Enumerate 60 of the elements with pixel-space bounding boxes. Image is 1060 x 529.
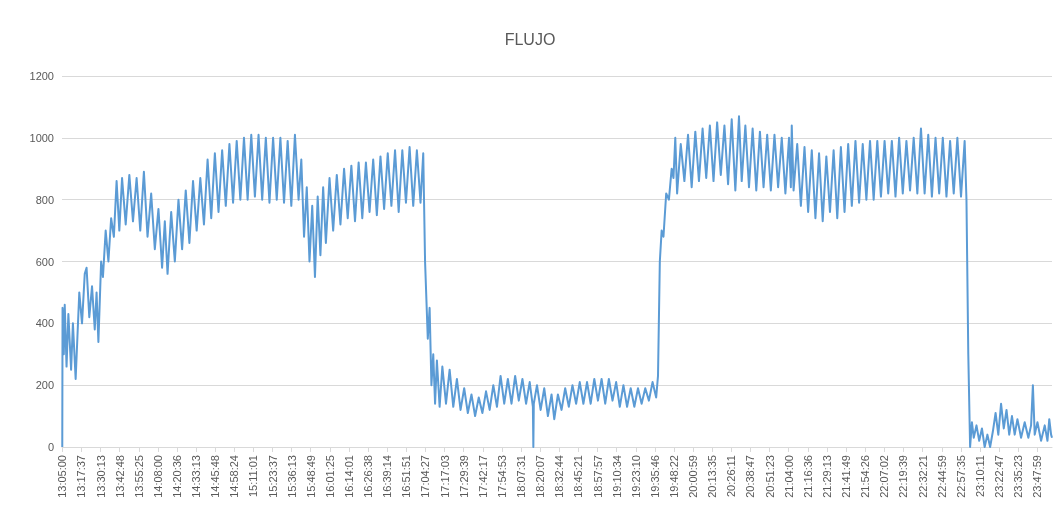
x-tick-label: 17:04:27 — [419, 455, 432, 498]
y-tick-label: 1000 — [29, 131, 54, 144]
x-tick-label: 19:10:34 — [610, 455, 623, 498]
x-tick-label: 22:19:39 — [897, 455, 910, 498]
x-tick-label: 21:41:49 — [840, 455, 853, 498]
x-tick-label: 18:32:44 — [553, 455, 566, 498]
x-tick-label: 20:38:47 — [744, 455, 757, 498]
x-tick-label: 20:00:59 — [687, 455, 700, 498]
x-tick-label: 14:45:48 — [209, 455, 222, 498]
x-tick-label: 13:42:48 — [113, 455, 126, 498]
x-tick-label: 21:16:36 — [801, 455, 814, 498]
x-tick-label: 16:39:14 — [381, 455, 394, 498]
x-tick-label: 13:30:13 — [94, 455, 107, 498]
x-tick-label: 14:08:00 — [151, 455, 164, 498]
x-tick-label: 16:51:51 — [400, 455, 413, 498]
y-tick-label: 1200 — [29, 70, 54, 82]
x-tick-label: 13:55:25 — [132, 455, 145, 498]
x-tick-label: 14:20:36 — [170, 455, 183, 498]
x-tick-label: 20:51:23 — [763, 455, 776, 498]
x-tick-label: 16:26:38 — [362, 455, 375, 498]
y-tick-label: 600 — [35, 255, 54, 268]
x-tick-label: 21:29:13 — [820, 455, 833, 498]
x-tick-label: 19:48:22 — [668, 455, 681, 498]
x-tick-label: 15:11:01 — [247, 455, 260, 498]
chart-title: FLUJO — [504, 30, 556, 48]
x-tick-label: 18:57:57 — [591, 455, 604, 498]
x-tick-label: 13:17:37 — [75, 455, 88, 498]
x-tick-label: 22:57:35 — [954, 455, 967, 498]
x-tick-label: 15:23:37 — [266, 455, 279, 498]
x-tick-label: 14:58:24 — [228, 455, 241, 498]
x-tick-label: 20:26:11 — [725, 455, 738, 498]
x-tick-label: 15:36:13 — [285, 455, 298, 498]
x-tick-label: 16:01:25 — [323, 455, 336, 498]
x-tick-label: 21:54:26 — [859, 455, 872, 498]
x-tick-label: 17:29:39 — [457, 455, 470, 498]
x-tick-label: 17:17:03 — [438, 455, 451, 498]
y-tick-label: 800 — [35, 193, 54, 206]
y-tick-label: 0 — [47, 441, 54, 453]
y-tick-label: 400 — [35, 317, 54, 330]
x-tick-label: 20:13:35 — [706, 455, 719, 498]
x-tick-label: 15:48:49 — [304, 455, 317, 498]
x-tick-label: 16:14:01 — [342, 455, 355, 498]
x-tick-label: 19:23:10 — [629, 455, 642, 498]
x-tick-label: 17:54:53 — [495, 455, 508, 498]
x-tick-label: 23:35:23 — [1012, 455, 1025, 498]
x-tick-label: 22:07:02 — [878, 455, 891, 498]
x-tick-label: 18:20:07 — [534, 455, 547, 498]
y-tick-label: 200 — [35, 379, 54, 392]
x-tick-label: 13:05:00 — [56, 455, 69, 498]
x-tick-label: 23:10:11 — [974, 455, 987, 498]
x-tick-label: 22:44:59 — [935, 455, 948, 498]
x-tick-label: 17:42:17 — [476, 455, 489, 498]
x-tick-label: 18:45:21 — [572, 455, 585, 498]
x-tick-label: 23:47:59 — [1031, 455, 1044, 498]
x-tick-label: 22:32:21 — [916, 455, 929, 498]
x-tick-label: 14:33:13 — [190, 455, 203, 498]
x-tick-label: 19:35:46 — [648, 455, 661, 498]
x-tick-label: 23:22:47 — [993, 455, 1006, 498]
x-tick-label: 21:04:00 — [782, 455, 795, 498]
x-tick-label: 18:07:31 — [515, 455, 528, 498]
